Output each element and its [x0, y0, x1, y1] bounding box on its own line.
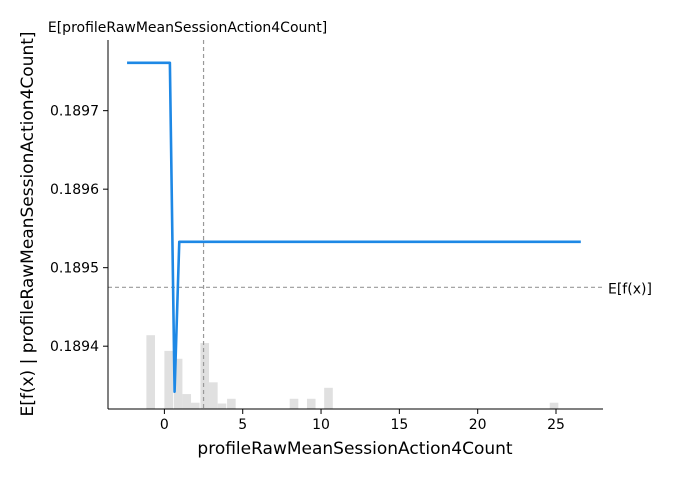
- x-tick-label: 25: [547, 417, 565, 433]
- x-tick-label: 15: [390, 417, 408, 433]
- histogram-bars: [146, 335, 559, 409]
- expected-x-label: E[profileRawMeanSessionAction4Count]: [48, 20, 327, 36]
- y-axis-label: E[f(x) | profileRawMeanSessionAction4Cou…: [18, 31, 38, 416]
- histogram-bar: [146, 335, 155, 409]
- axes: [107, 40, 603, 410]
- histogram-bar: [217, 403, 227, 409]
- y-tick-label: 0.1896: [50, 182, 99, 198]
- expected-lines: [108, 40, 603, 409]
- x-tick-label: 20: [469, 417, 487, 433]
- expected-fx-label: E[f(x)]: [608, 281, 652, 297]
- y-tick-label: 0.1897: [50, 104, 99, 120]
- dependence-line: [127, 61, 581, 394]
- histogram-bar: [209, 382, 218, 409]
- y-tick-label: 0.1895: [50, 261, 99, 277]
- x-tick-label: 10: [312, 417, 330, 433]
- x-axis-label: profileRawMeanSessionAction4Count: [197, 439, 513, 459]
- histogram-bar: [324, 387, 333, 409]
- histogram-bar: [289, 398, 299, 409]
- dependence-line-layer: [127, 61, 581, 394]
- x-tick-label: 5: [238, 417, 247, 433]
- histogram-bar: [306, 398, 316, 409]
- histogram-bar: [191, 402, 200, 409]
- histogram-bar: [182, 394, 192, 409]
- histogram-bar: [173, 358, 183, 409]
- histogram-bar: [164, 350, 174, 409]
- histogram-bar: [200, 343, 210, 409]
- x-tick-label: 0: [160, 417, 169, 433]
- histogram-bar: [227, 398, 236, 409]
- y-tick-label: 0.1894: [50, 339, 99, 355]
- tick-marks: 0 5 10 15 20 25 0.1894 0.1895 0.1896 0.1897: [50, 104, 565, 433]
- histogram-bar: [549, 402, 559, 409]
